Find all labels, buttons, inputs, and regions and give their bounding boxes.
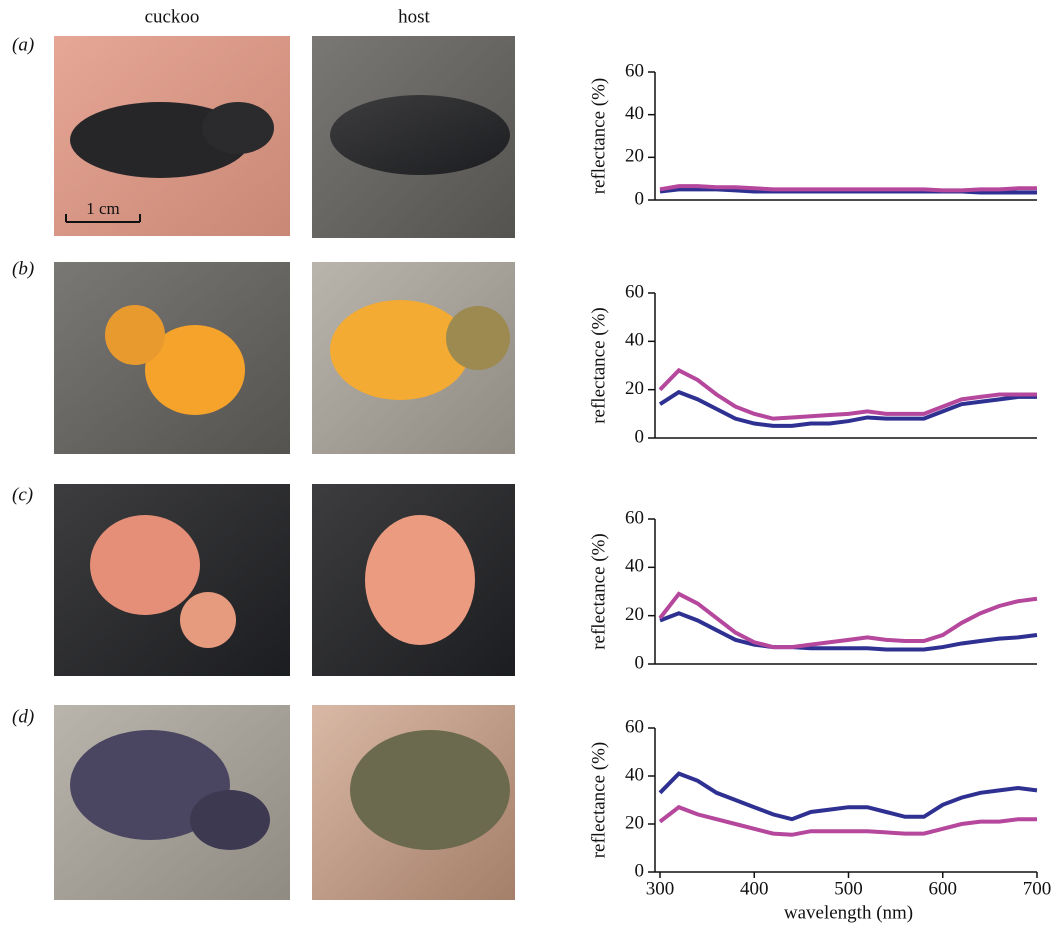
- series-line: [659, 184, 1037, 193]
- y-axis-label: reflectance (%): [588, 533, 609, 650]
- y-tick-label: 20: [625, 604, 644, 625]
- y-tick-label: 40: [625, 556, 644, 577]
- panel-label: (b): [12, 258, 34, 279]
- scale-label: 1 cm: [86, 199, 120, 218]
- y-tick-label: 0: [635, 860, 645, 881]
- y-tick-label: 60: [625, 60, 644, 81]
- y-axis-label: reflectance (%): [588, 307, 609, 424]
- y-tick-label: 20: [625, 378, 644, 399]
- y-tick-label: 60: [625, 507, 644, 528]
- chick: [70, 730, 230, 840]
- x-tick-label: 700: [1023, 878, 1052, 899]
- panel-label: (a): [12, 34, 34, 55]
- y-tick-label: 20: [625, 146, 644, 167]
- column-label: cuckoo: [145, 6, 200, 27]
- series-line: [658, 367, 1037, 421]
- chick: [180, 592, 236, 648]
- series-line: [659, 187, 1037, 195]
- photos: 1 cm: [54, 36, 515, 900]
- y-tick-label: 0: [635, 652, 645, 673]
- chick: [145, 325, 245, 415]
- y-axis-label: reflectance (%): [588, 742, 609, 859]
- chick: [330, 95, 510, 175]
- x-tick-label: 500: [834, 878, 863, 899]
- y-tick-label: 40: [625, 330, 644, 351]
- y-tick-label: 60: [625, 716, 644, 737]
- chick: [365, 515, 475, 645]
- chick: [202, 102, 274, 154]
- column-label: host: [398, 6, 430, 27]
- series-line: [659, 611, 1038, 652]
- series-line: [658, 804, 1037, 837]
- x-tick-label: 300: [646, 878, 675, 899]
- y-tick-label: 0: [635, 426, 645, 447]
- x-tick-label: 600: [929, 878, 958, 899]
- chick: [330, 300, 470, 400]
- y-tick-label: 0: [635, 188, 645, 209]
- series-line: [658, 389, 1037, 428]
- chick: [105, 305, 165, 365]
- y-tick-label: 20: [625, 812, 644, 833]
- panel-label: (d): [12, 706, 34, 727]
- chick: [446, 306, 510, 370]
- y-axis-label: reflectance (%): [588, 78, 609, 195]
- y-tick-label: 40: [625, 103, 644, 124]
- chick: [90, 515, 200, 615]
- series-line: [658, 591, 1038, 650]
- x-axis-label: wavelength (nm): [784, 902, 913, 923]
- series-line: [658, 771, 1038, 822]
- chick: [190, 790, 270, 850]
- chick: [350, 730, 510, 850]
- x-tick-label: 400: [740, 878, 769, 899]
- y-tick-label: 60: [625, 281, 644, 302]
- y-tick-label: 40: [625, 764, 644, 785]
- panel-label: (c): [12, 484, 33, 505]
- charts: 0 20 40 60 reflectance (%) 0 20 40 60 reflectance…: [588, 60, 1051, 923]
